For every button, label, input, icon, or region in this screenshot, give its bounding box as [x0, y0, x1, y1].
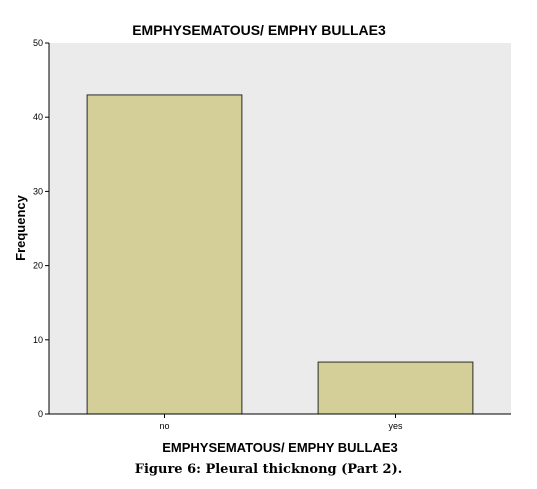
chart: EMPHYSEMATOUS/ EMPHY BULLAE3 0 10 20 30 40 50… — [13, 22, 511, 455]
y-axis-ticks: 0 10 20 30 40 50 — [33, 38, 49, 419]
y-tick-label: 40 — [33, 112, 43, 122]
y-tick-label: 20 — [33, 261, 43, 271]
bar-no — [86, 94, 243, 415]
figure-caption: Figure 6: Pleural thicknong (Part 2). — [134, 462, 403, 477]
bars — [86, 94, 474, 415]
y-tick-label: 30 — [33, 186, 43, 196]
x-axis-ticks: no yes — [159, 414, 403, 431]
y-tick-label: 10 — [33, 335, 43, 345]
bar-yes — [317, 361, 474, 415]
chart-title: EMPHYSEMATOUS/ EMPHY BULLAE3 — [132, 22, 386, 38]
x-axis-title: EMPHYSEMATOUS/ EMPHY BULLAE3 — [162, 440, 397, 455]
y-tick-label: 0 — [38, 409, 43, 419]
x-tick-label-yes: yes — [388, 421, 403, 431]
y-axis-title: Frequency — [13, 194, 28, 261]
y-tick-label: 50 — [33, 38, 43, 48]
x-tick-label-no: no — [159, 421, 169, 431]
